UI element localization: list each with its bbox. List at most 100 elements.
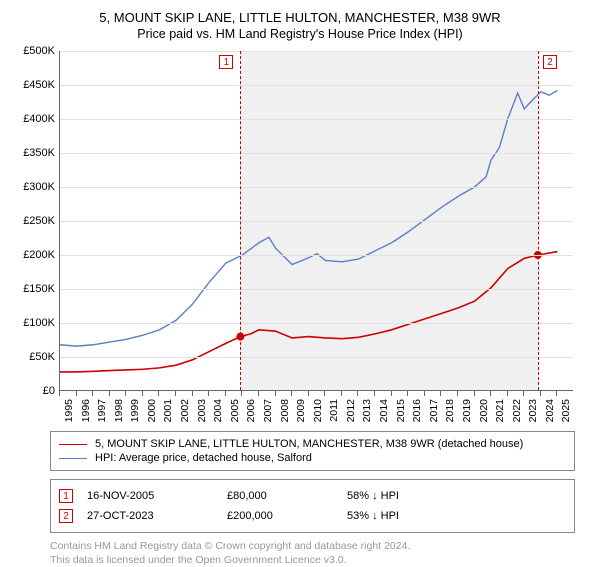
footer-line: This data is licensed under the Open Gov… [50, 553, 585, 567]
y-axis-label: £300K [15, 181, 55, 193]
marker-ref-box: 2 [59, 509, 73, 523]
x-tick [324, 391, 325, 396]
legend-swatch [59, 444, 87, 445]
y-axis-label: £250K [15, 215, 55, 227]
x-tick [308, 391, 309, 396]
x-tick [523, 391, 524, 396]
x-axis-label: 2006 [245, 399, 257, 422]
marker-box: 1 [219, 55, 233, 69]
chart-area: £0 £50K £100K £150K £200K £250K £300K £350K £400… [15, 51, 585, 423]
x-axis-label: 2016 [411, 399, 423, 422]
x-axis-label: 2024 [544, 399, 556, 422]
x-tick [440, 391, 441, 396]
x-tick [374, 391, 375, 396]
footer: Contains HM Land Registry data © Crown c… [50, 539, 585, 567]
x-tick [208, 391, 209, 396]
chart-subtitle: Price paid vs. HM Land Registry's House … [15, 27, 585, 41]
x-tick [474, 391, 475, 396]
x-axis-label: 2001 [162, 399, 174, 422]
x-tick [457, 391, 458, 396]
x-tick [391, 391, 392, 396]
x-axis-label: 2015 [395, 399, 407, 422]
x-axis-label: 2014 [378, 399, 390, 422]
x-axis-label: 1999 [129, 399, 141, 422]
y-axis-label: £350K [15, 147, 55, 159]
y-axis-label: £450K [15, 79, 55, 91]
x-axis-label: 2010 [312, 399, 324, 422]
x-tick [175, 391, 176, 396]
gridline [60, 51, 573, 52]
x-axis-label: 1995 [63, 399, 75, 422]
x-tick [241, 391, 242, 396]
plot-area [59, 51, 573, 391]
gridline [60, 85, 573, 86]
x-axis-label: 2002 [179, 399, 191, 422]
x-tick [192, 391, 193, 396]
x-axis-label: 2020 [478, 399, 490, 422]
x-tick [92, 391, 93, 396]
marker-line [538, 51, 539, 390]
x-axis-label: 2019 [461, 399, 473, 422]
x-axis-label: 2011 [328, 399, 340, 422]
x-tick [490, 391, 491, 396]
x-axis-label: 2000 [146, 399, 158, 422]
gridline [60, 119, 573, 120]
y-axis-label: £500K [15, 45, 55, 57]
txn-price: £200,000 [227, 510, 347, 522]
x-tick [142, 391, 143, 396]
footer-line: Contains HM Land Registry data © Crown c… [50, 539, 585, 553]
x-tick [258, 391, 259, 396]
x-axis-label: 2017 [428, 399, 440, 422]
x-axis-label: 2008 [279, 399, 291, 422]
transaction-table: 1 16-NOV-2005 £80,000 58% ↓ HPI 2 27-OCT… [50, 479, 575, 533]
gridline [60, 323, 573, 324]
legend: 5, MOUNT SKIP LANE, LITTLE HULTON, MANCH… [50, 431, 575, 471]
series-line-hpi [60, 90, 557, 346]
x-tick [540, 391, 541, 396]
y-axis-label: £0 [15, 385, 55, 397]
txn-pct: 53% ↓ HPI [347, 510, 487, 522]
x-axis-label: 2021 [494, 399, 506, 422]
x-tick [125, 391, 126, 396]
y-axis-label: £150K [15, 283, 55, 295]
legend-label: 5, MOUNT SKIP LANE, LITTLE HULTON, MANCH… [95, 438, 523, 450]
series-line-price_paid [60, 252, 557, 372]
y-axis-label: £200K [15, 249, 55, 261]
gridline [60, 289, 573, 290]
x-tick [275, 391, 276, 396]
legend-item: HPI: Average price, detached house, Salf… [59, 451, 566, 465]
x-axis-label: 2023 [527, 399, 539, 422]
legend-swatch [59, 458, 87, 459]
y-axis-label: £50K [15, 351, 55, 363]
table-row: 1 16-NOV-2005 £80,000 58% ↓ HPI [59, 486, 566, 506]
x-tick [109, 391, 110, 396]
chart-container: 5, MOUNT SKIP LANE, LITTLE HULTON, MANCH… [0, 0, 600, 560]
x-axis-label: 2025 [560, 399, 572, 422]
x-axis-label: 1997 [96, 399, 108, 422]
x-tick [291, 391, 292, 396]
x-axis-label: 2003 [196, 399, 208, 422]
txn-date: 27-OCT-2023 [87, 510, 227, 522]
chart-title: 5, MOUNT SKIP LANE, LITTLE HULTON, MANCH… [15, 10, 585, 25]
y-axis-label: £100K [15, 317, 55, 329]
x-axis-label: 2007 [262, 399, 274, 422]
x-axis-label: 1996 [80, 399, 92, 422]
marker-box: 2 [543, 55, 557, 69]
x-tick [59, 391, 60, 396]
x-tick [357, 391, 358, 396]
x-axis-label: 2012 [345, 399, 357, 422]
x-tick [341, 391, 342, 396]
txn-date: 16-NOV-2005 [87, 490, 227, 502]
x-tick [556, 391, 557, 396]
legend-item: 5, MOUNT SKIP LANE, LITTLE HULTON, MANCH… [59, 437, 566, 451]
y-axis-label: £400K [15, 113, 55, 125]
marker-line [240, 51, 241, 390]
marker-ref-box: 1 [59, 489, 73, 503]
txn-pct: 58% ↓ HPI [347, 490, 487, 502]
table-row: 2 27-OCT-2023 £200,000 53% ↓ HPI [59, 506, 566, 526]
x-axis-label: 2009 [295, 399, 307, 422]
x-tick [407, 391, 408, 396]
txn-price: £80,000 [227, 490, 347, 502]
gridline [60, 187, 573, 188]
gridline [60, 153, 573, 154]
